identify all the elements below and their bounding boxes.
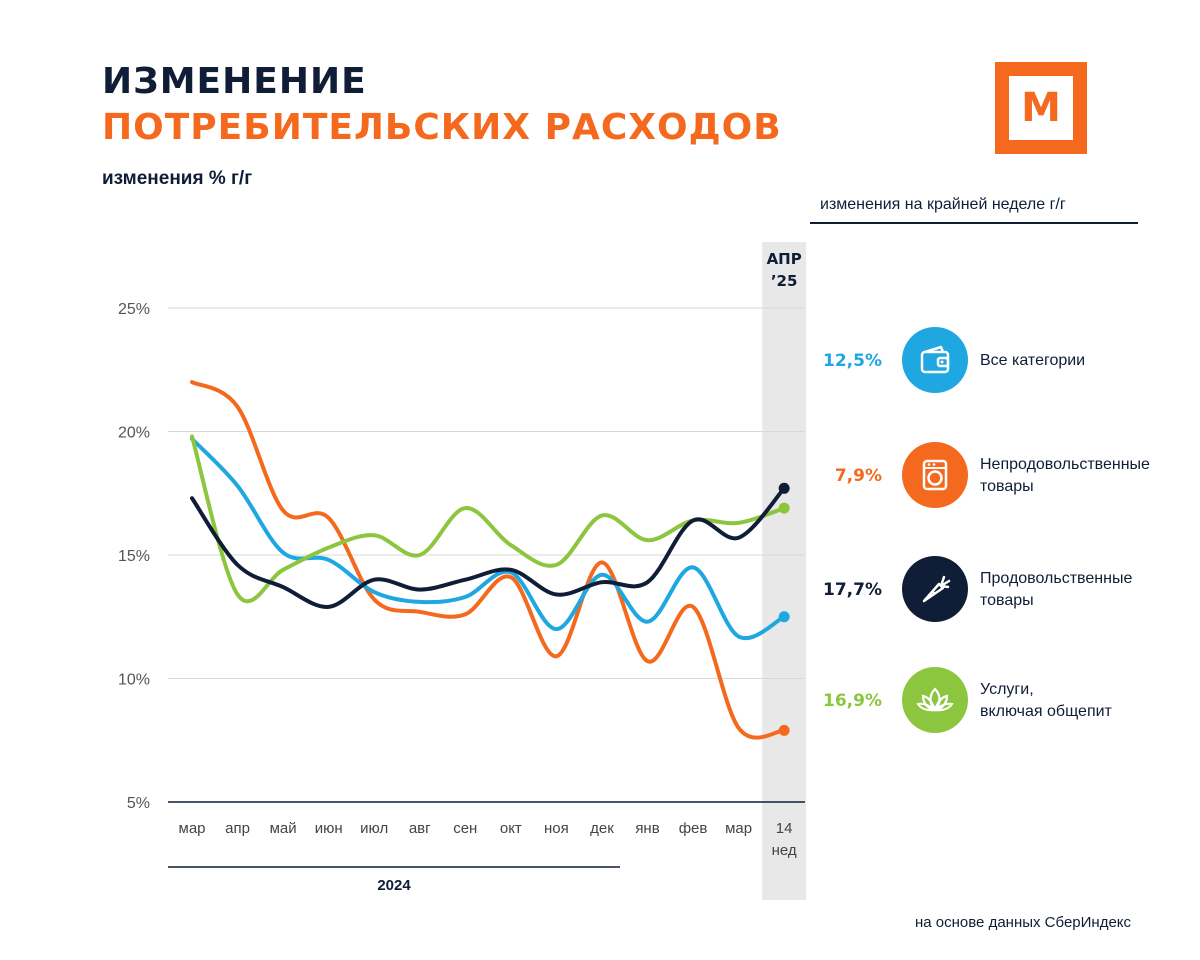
highlight-label: АПР [767, 250, 802, 268]
carrot-icon [902, 556, 968, 622]
week-note: изменения на крайней неделе г/г [820, 196, 1066, 213]
series-line [190, 486, 787, 609]
x-tick-label: мар [725, 820, 752, 837]
legend-value: 7,9% [834, 466, 882, 486]
x-tick-label: май [270, 820, 297, 837]
x-tick-label: янв [635, 820, 659, 837]
y-tick-label: 15% [118, 548, 150, 565]
series-line [190, 380, 787, 740]
x-tick-label: фев [679, 820, 708, 837]
x-tick-label: июл [360, 820, 388, 837]
x-tick-label: июн [315, 820, 343, 837]
series-endpoint [778, 502, 790, 514]
year-label: 2024 [377, 877, 411, 894]
x-tick-label: 14 [776, 820, 793, 837]
x-tick-label: нед [772, 842, 797, 859]
series-endpoint [778, 611, 790, 623]
page-title-line-1: ИЗМЕНЕНИЕ [102, 61, 367, 102]
series-endpoint [778, 482, 790, 494]
lotus-icon [902, 667, 968, 733]
x-tick-label: сен [453, 820, 477, 837]
y-tick-label: 5% [127, 795, 150, 812]
data-source-note: на основе данных СберИндекс [915, 914, 1132, 931]
x-tick-label: авг [409, 820, 431, 837]
legend-label: Продовольственные товары [980, 570, 1133, 609]
legend-label: Услуги, включая общепит [980, 681, 1112, 720]
legend-item-all-categories: 12,5% Все категории [800, 326, 1180, 396]
legend-label: Все категории [980, 352, 1086, 369]
series-line [190, 436, 787, 641]
x-tick-label: апр [225, 820, 250, 837]
washing-machine-icon [902, 442, 968, 508]
x-tick-label: мар [179, 820, 206, 837]
chart-subtitle: изменения % г/г [102, 168, 253, 189]
legend-value: 16,9% [823, 691, 882, 711]
wallet-icon [902, 327, 968, 393]
y-tick-label: 10% [118, 672, 150, 689]
legend-value: 17,7% [823, 580, 882, 600]
y-tick-label: 25% [118, 301, 150, 318]
x-tick-label: ноя [544, 820, 569, 837]
brand-logo: М [995, 62, 1087, 154]
series-endpoint [778, 724, 790, 736]
legend-item-services: 16,9% Услуги, включая общепит [800, 666, 1180, 736]
highlight-label: ’25 [771, 272, 798, 290]
page-title-line-2: ПОТРЕБИТЕЛЬСКИХ РАСХОДОВ [102, 107, 782, 148]
y-tick-label: 20% [118, 425, 150, 442]
highlight-band [762, 242, 807, 900]
x-tick-label: окт [500, 820, 522, 837]
logo-letter: М [1021, 85, 1061, 131]
legend-item-food: 17,7% Продовольственные товары [800, 555, 1180, 625]
legend-item-non-food: 7,9% Непродовольственные товары [800, 441, 1180, 511]
legend-value: 12,5% [823, 351, 882, 371]
week-note-underline [810, 222, 1138, 224]
x-tick-label: дек [590, 820, 614, 837]
legend-label: Непродовольственные товары [980, 456, 1150, 495]
